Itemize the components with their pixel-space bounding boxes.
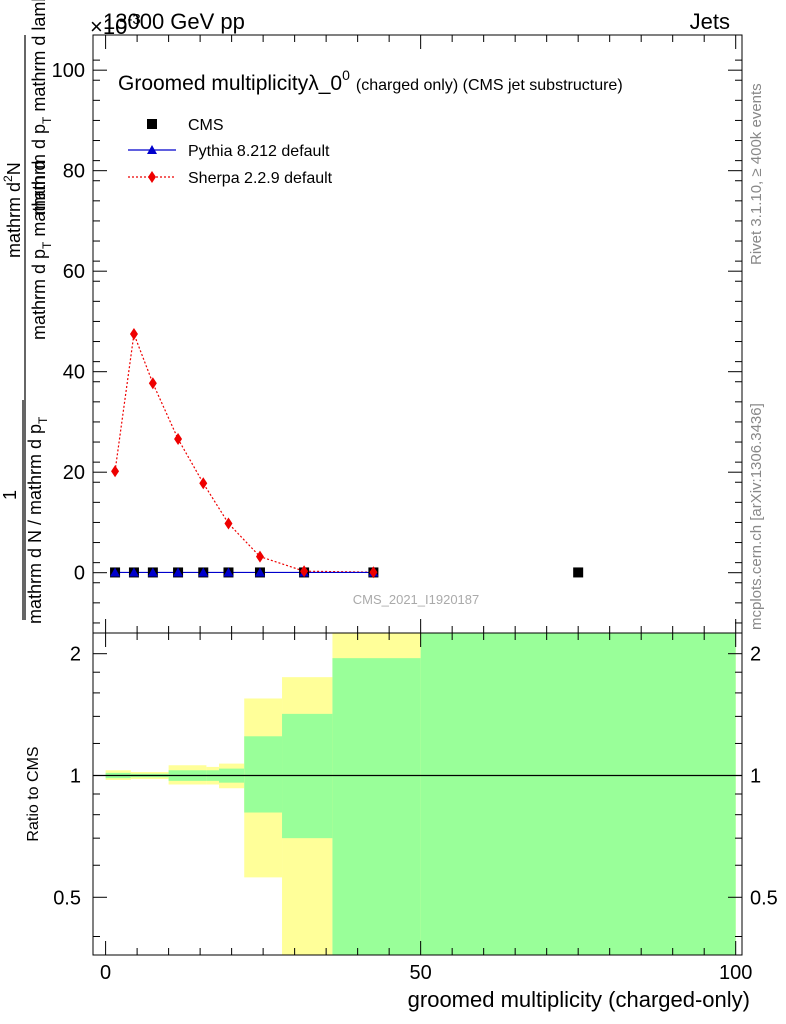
ylabel-dp-sub: T (40, 116, 54, 124)
legend-pythia-marker (147, 145, 157, 154)
ylabel-one: 1 (0, 490, 20, 500)
ratio-panel-ticks (93, 633, 742, 955)
ylabel-numerator: mathrm d2N (1, 162, 24, 258)
pythia-point (110, 567, 121, 577)
ratio-bands (105, 633, 736, 955)
ratio-ytick-label: 1 (70, 765, 81, 787)
ylabel-inner-denominator: mathrm d N / mathrm d pT (25, 416, 50, 624)
pythia-point (128, 567, 139, 577)
cms-point (573, 567, 584, 578)
ylabel-numerator-power: 2 (1, 175, 15, 182)
ylabel-dp2-sub: T (40, 241, 54, 249)
ratio-panel-ylabel: Ratio to CMS (25, 746, 42, 841)
ylabel-dp: mathrm d p (29, 124, 49, 215)
pythia-point (173, 567, 184, 577)
ylabel-denominator-top: mathrm d pT mathrm d lambda (29, 0, 54, 215)
ylabel-inner-sub: T (36, 416, 50, 424)
sherpa-point (224, 517, 233, 530)
header-left-label: 13000 GeV pp (103, 9, 245, 34)
legend-sherpa-marker (148, 171, 156, 183)
ratio-ytick-label-right: 0.5 (750, 887, 778, 909)
ytick-label: 80 (63, 161, 85, 183)
chart-title-main: Groomed multiplicityλ_0 (118, 72, 342, 95)
watermark: CMS_2021_I1920187 (353, 592, 480, 607)
main-panel-ytick-labels: 0 20 40 60 80 100 (52, 60, 85, 585)
xtick-label: 50 (410, 962, 432, 984)
header-right-label: Jets (690, 9, 730, 34)
ylabel-numerator-part2: N (4, 162, 24, 175)
ytick-label: 0 (74, 563, 85, 585)
chart-title-sup: 0 (342, 67, 350, 83)
pythia-point (198, 567, 209, 577)
ratio-panel: 0.5 0.5 1 1 2 2 0 50 100 Ratio to CMS groomed m… (25, 632, 778, 1012)
chart-title: Groomed multiplicityλ_00 (charged only) (… (118, 67, 623, 95)
stat-band (244, 736, 283, 813)
x-axis-label: groomed multiplicity (charged-only) (408, 987, 750, 1012)
pythia-point (254, 567, 265, 577)
sherpa-point (255, 550, 264, 563)
stat-band (420, 633, 736, 955)
xtick-label: 100 (719, 962, 752, 984)
sherpa-point (199, 477, 208, 490)
sherpa-point (369, 566, 378, 579)
legend-label: Sherpa 2.2.9 default (188, 170, 333, 187)
ylabel-dp2: mathrm d p (29, 249, 49, 340)
ylabel-dlambda: mathrm d lambda (29, 0, 49, 117)
ylabel-dp2-rest: mathrm d (29, 161, 49, 242)
legend: CMS Pythia 8.212 default Sherpa 2.2.9 defa… (128, 117, 333, 187)
ratio-panel-frame (92, 632, 743, 956)
ylabel-numerator-part1: mathrm d (4, 182, 24, 258)
legend-cms-marker (147, 119, 157, 129)
ratio-ytick-label: 2 (70, 644, 81, 666)
sherpa-line (114, 333, 374, 573)
legend-label: CMS (188, 117, 224, 134)
sherpa-point (148, 377, 157, 390)
chart-title-suffix: (charged only) (CMS jet substructure) (356, 77, 623, 94)
ratio-ytick-label-right: 2 (750, 644, 761, 666)
pythia-point (147, 567, 158, 577)
ratio-panel-ytick-labels: 0.5 0.5 1 1 2 2 (53, 644, 778, 910)
mcplots-label: mcplots.cern.ch [arXiv:1306.3436] (748, 403, 765, 630)
main-panel-series (110, 328, 584, 579)
rivet-label: Rivet 3.1.10, ≥ 400k events (748, 83, 765, 265)
ytick-label: 40 (63, 362, 85, 384)
pythia-point (223, 567, 234, 577)
ytick-label: 100 (52, 60, 85, 82)
main-panel-ticks (93, 35, 742, 633)
main-panel-ylabel: mathrm d2N mathrm d pT mathrm d lambda m… (0, 0, 54, 624)
sherpa-point (129, 328, 138, 340)
ratio-ytick-label-right: 1 (750, 765, 761, 787)
xtick-label: 0 (100, 962, 111, 984)
legend-label: Pythia 8.212 default (188, 143, 330, 160)
ytick-label: 20 (63, 462, 85, 484)
exponent-power: -3 (127, 11, 140, 28)
ratio-ytick-label: 0.5 (53, 887, 81, 909)
ytick-label: 60 (63, 261, 85, 283)
sherpa-point (174, 433, 183, 446)
stat-band (332, 658, 421, 955)
ratio-panel-xtick-labels: 0 50 100 (100, 962, 752, 984)
sherpa-point (300, 565, 309, 578)
ylabel-inner-dN: mathrm d N / mathrm d p (25, 424, 45, 624)
sherpa-point (111, 465, 120, 478)
ylabel-denominator-extra: mathrm d pT mathrm d (29, 161, 54, 340)
